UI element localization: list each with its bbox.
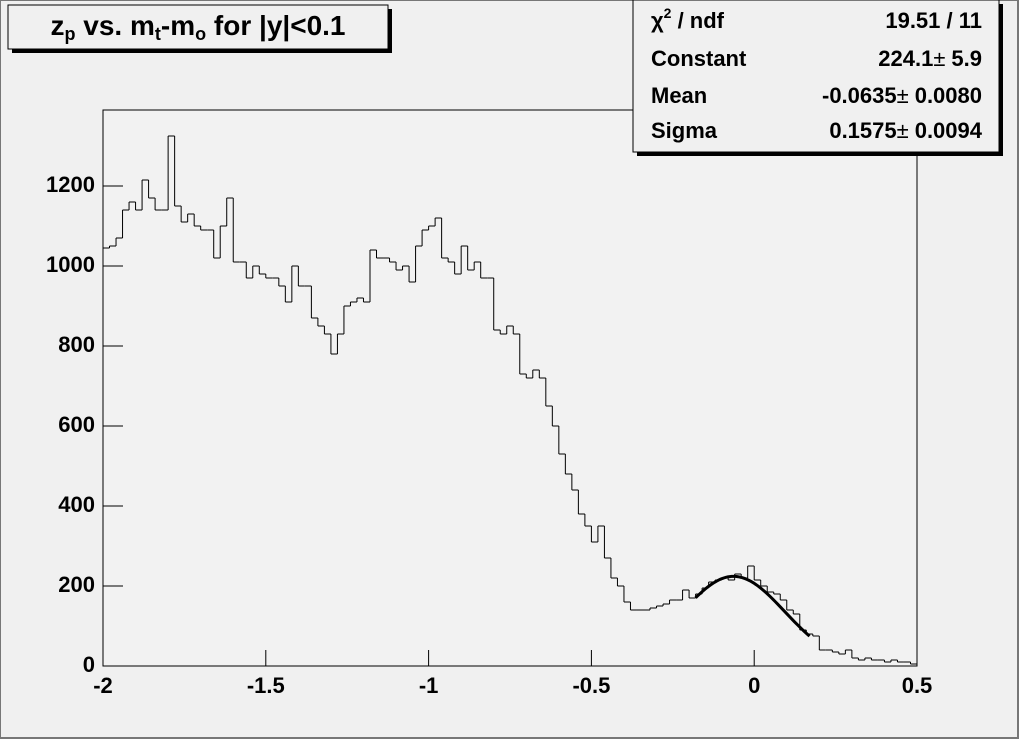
y-tick-label: 800 [58,332,95,357]
y-tick-label: 0 [83,652,95,677]
y-tick-label: 400 [58,492,95,517]
y-tick-label: 600 [58,412,95,437]
stats-box [632,0,1000,153]
y-tick-label: 1200 [46,172,95,197]
stats-label: Mean [651,83,707,108]
x-tick-label: -0.5 [572,673,610,698]
stats-label: χ2 / ndf [651,5,725,33]
chart-title: zp vs. mt-mo for |y|<0.1 [50,10,345,43]
x-tick-label: 0 [748,673,760,698]
x-tick-label: -1 [419,673,439,698]
stats-value: 19.51 / 11 [885,8,982,33]
x-tick-label: 0.5 [902,673,933,698]
stats-label: Constant [651,46,747,71]
stats-value: 0.1575± 0.0094 [829,118,982,143]
y-tick-label: 200 [58,572,95,597]
frame [102,109,918,667]
stats-value: -0.0635± 0.0080 [822,83,982,108]
stats-label: Sigma [651,118,718,143]
x-tick-label: -2 [93,673,113,698]
title-box [7,4,389,50]
stats-value: 224.1± 5.9 [878,46,982,71]
x-tick-label: -1.5 [247,673,285,698]
y-tick-label: 1000 [46,252,95,277]
fit-curve [694,574,811,638]
